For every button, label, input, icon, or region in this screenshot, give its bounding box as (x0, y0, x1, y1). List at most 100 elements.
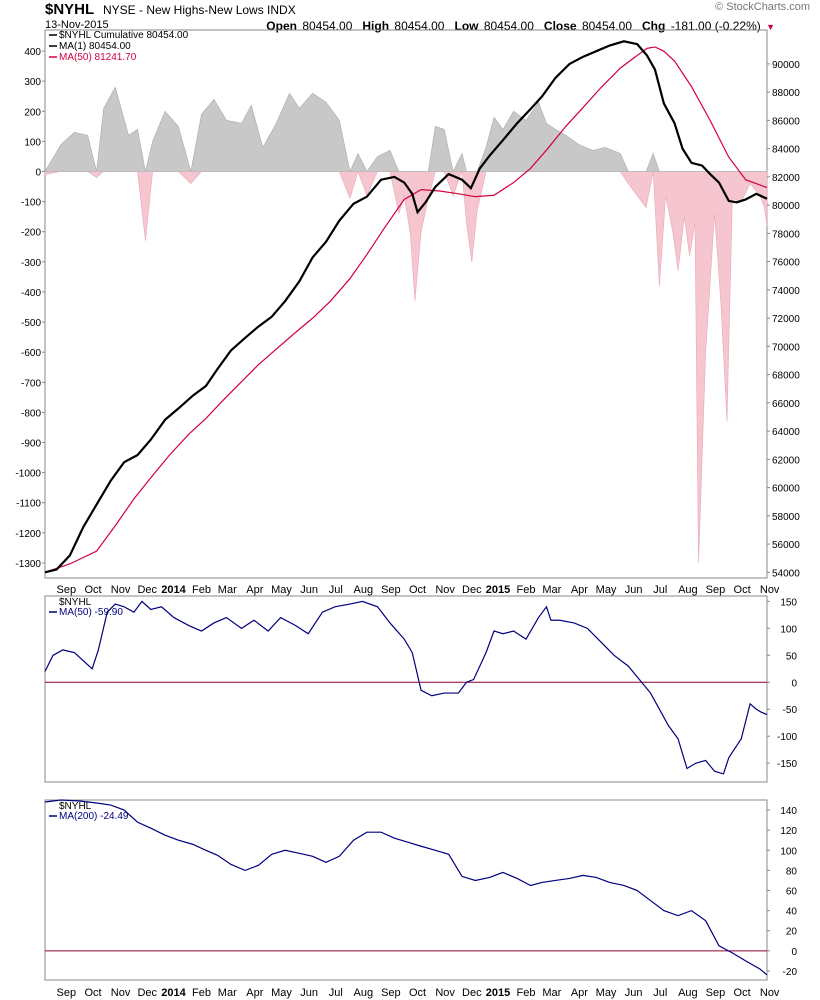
y-tick-left-label: 200 (24, 107, 41, 118)
y-tick-right-label: -100 (777, 732, 797, 743)
x-tick-label: 2015 (486, 987, 510, 999)
y-tick-right-label: 58000 (772, 512, 800, 523)
y-tick-left-label: 300 (24, 77, 41, 88)
x-tick-label: May (596, 987, 617, 999)
y-tick-right-label: 40 (786, 907, 798, 918)
y-tick-left-label: -100 (21, 198, 41, 209)
y-tick-right-label: -20 (783, 967, 798, 978)
x-tick-label: Nov (111, 987, 131, 999)
x-tick-label: May (271, 987, 292, 999)
x-tick-label: Sep (381, 987, 401, 999)
y-tick-right-label: 84000 (772, 145, 800, 156)
y-tick-left-label: -500 (21, 318, 41, 329)
y-tick-left-label: -1300 (15, 559, 41, 570)
x-tick-label: Jun (625, 987, 643, 999)
y-tick-right-label: 0 (791, 678, 797, 689)
series-ma200-line (44, 799, 768, 976)
legend-label: MA(1) 80454.00 (59, 41, 131, 52)
x-tick-label: Nov (111, 584, 131, 596)
x-tick-label: Mar (542, 987, 561, 999)
x-tick-label: Sep (57, 987, 77, 999)
x-tick-label: Nov (760, 987, 780, 999)
y-tick-right-label: 20 (786, 927, 798, 938)
x-tick-label: Oct (84, 987, 101, 999)
y-tick-right-label: -150 (777, 759, 797, 770)
legend-label: MA(200) -24.49 (59, 811, 129, 822)
y-tick-right-label: 70000 (772, 342, 800, 353)
y-tick-left-label: 400 (24, 47, 41, 58)
y-tick-left-label: -200 (21, 228, 41, 239)
x-tick-label: Sep (57, 584, 77, 596)
y-tick-right-label: 74000 (772, 286, 800, 297)
panel-frame-2 (44, 595, 768, 783)
y-tick-right-label: 60000 (772, 484, 800, 495)
y-tick-left-label: 100 (24, 137, 41, 148)
y-tick-right-label: 150 (780, 597, 797, 608)
x-tick-label: Feb (517, 987, 536, 999)
y-tick-left-label: -1200 (15, 529, 41, 540)
y-tick-right-label: 80000 (772, 201, 800, 212)
x-tick-label: Dec (462, 987, 482, 999)
y-tick-right-label: 56000 (772, 540, 800, 551)
legend-label: MA(50) 81241.70 (59, 52, 137, 63)
x-tick-label: 2014 (161, 987, 186, 999)
y-tick-right-label: 68000 (772, 371, 800, 382)
x-tick-label: May (271, 584, 292, 596)
y-tick-right-label: -50 (783, 705, 798, 716)
y-tick-right-label: 82000 (772, 173, 800, 184)
y-tick-right-label: 72000 (772, 314, 800, 325)
histogram-negative-area (44, 170, 768, 563)
x-tick-label: Dec (137, 584, 157, 596)
x-tick-label: Jul (653, 987, 667, 999)
x-tick-label: Mar (218, 584, 237, 596)
x-tick-label: Feb (192, 584, 211, 596)
y-tick-right-label: 64000 (772, 427, 800, 438)
y-tick-right-label: 60 (786, 887, 798, 898)
y-tick-right-label: 54000 (772, 568, 800, 579)
y-tick-right-label: 140 (780, 806, 797, 817)
x-tick-label: Apr (246, 584, 263, 596)
x-tick-label: Jul (329, 584, 343, 596)
x-tick-label: Oct (84, 584, 101, 596)
x-tick-label: May (596, 584, 617, 596)
y-tick-left-label: -700 (21, 378, 41, 389)
y-tick-left-label: -800 (21, 408, 41, 419)
x-tick-label: Oct (409, 987, 426, 999)
histogram-positive-area (44, 86, 767, 173)
x-tick-label: Apr (246, 987, 263, 999)
y-tick-left-label: -1000 (15, 469, 41, 480)
x-tick-label: Sep (706, 987, 726, 999)
legend-label: $NYHL Cumulative 80454.00 (59, 30, 189, 41)
y-tick-right-label: 50 (786, 651, 798, 662)
legend-title: $NYHL (59, 801, 92, 812)
y-tick-left-label: -600 (21, 348, 41, 359)
y-tick-right-label: 80 (786, 866, 798, 877)
legend-label: MA(50) -59.90 (59, 607, 123, 618)
x-tick-label: Jun (300, 584, 318, 596)
x-tick-label: Nov (435, 584, 455, 596)
y-tick-right-label: 90000 (772, 60, 800, 71)
y-tick-right-label: 76000 (772, 258, 800, 269)
x-tick-label: Sep (706, 584, 726, 596)
x-tick-label: Aug (354, 584, 374, 596)
x-tick-label: Apr (571, 584, 588, 596)
series-ma50-line (44, 600, 768, 775)
y-tick-right-label: 62000 (772, 455, 800, 466)
x-tick-label: Mar (542, 584, 561, 596)
x-tick-label: Dec (462, 584, 482, 596)
y-tick-left-label: -400 (21, 288, 41, 299)
y-tick-right-label: 66000 (772, 399, 800, 410)
x-tick-label: Apr (571, 987, 588, 999)
x-tick-label: Oct (409, 584, 426, 596)
symbol-name: NYSE - New Highs-New Lows INDX (103, 3, 296, 17)
y-tick-left-label: -1100 (16, 499, 41, 510)
symbol: $NYHL (45, 1, 95, 18)
x-tick-label: Jul (329, 987, 343, 999)
series-ma50-line (44, 46, 768, 573)
x-tick-label: 2014 (161, 584, 186, 596)
y-tick-left-label: -900 (21, 439, 41, 450)
y-tick-right-label: 88000 (772, 88, 800, 99)
x-tick-label: Oct (734, 584, 751, 596)
x-tick-label: Sep (381, 584, 401, 596)
